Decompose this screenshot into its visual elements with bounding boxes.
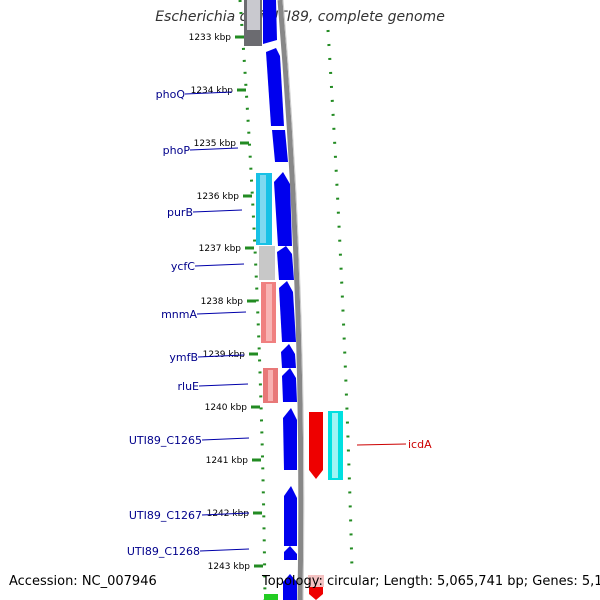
gene-block-icdA-cyan-light [332, 413, 338, 478]
gene-block-top-light [247, 0, 260, 30]
scale-tick-label: 1238 kbp [201, 297, 244, 307]
gene-label: mnmA [161, 308, 197, 321]
gene-label-leader [201, 437, 250, 441]
scale-tick-label: 1241 kbp [206, 456, 249, 466]
gene-forward [274, 172, 292, 246]
gene-label-leader [198, 383, 249, 387]
gene-forward [283, 574, 297, 600]
scale-tick-label: 1239 kbp [203, 350, 246, 360]
gene-label-leader [356, 443, 407, 446]
scale-tick-label: 1243 kbp [208, 562, 251, 572]
scale-ticks: 1233 kbp 1234 kbp 1235 kbp 1236 kbp 1237 kbp… [189, 33, 263, 572]
gene-block-green [264, 594, 278, 600]
gene-label-leader [201, 512, 250, 516]
gene-forward [284, 486, 297, 546]
gene-label: ycfC [171, 260, 195, 273]
gene-forward [272, 130, 288, 162]
gene-reverse-icdA [309, 412, 323, 479]
backbone-arc-inner [282, 0, 305, 600]
gene-label-leader [192, 209, 243, 213]
gene-forward [282, 368, 297, 402]
scale-tick-label: 1233 kbp [189, 33, 232, 43]
gene-label: phoP [163, 144, 191, 157]
topology-label: Topology: circular; Length: 5,065,741 bp… [262, 574, 600, 589]
gene-forward [277, 246, 294, 280]
gene-label: UTI89_C1265 [129, 434, 202, 447]
tick-track-right [326, 29, 354, 571]
gene-label-leader [196, 311, 247, 315]
map-title: Escherichia coli UTI89, complete genome [155, 9, 445, 25]
gene-forward [279, 281, 296, 342]
gene-label: UTI89_C1267 [129, 509, 202, 522]
tick-track-left [238, 0, 267, 600]
gene-block-pink-light [268, 370, 273, 401]
forward-genes [263, 0, 297, 600]
gene-block-grey [259, 246, 275, 280]
gene-label: purB [167, 206, 193, 219]
scale-tick-label: 1235 kbp [194, 139, 237, 149]
gene-label-leader [199, 548, 250, 552]
gene-forward [281, 344, 296, 368]
gene-block-cyan-light [260, 175, 266, 243]
gene-label-leader [184, 91, 233, 95]
gene-label: phoQ [156, 88, 186, 101]
gene-label-leader [197, 354, 245, 358]
scale-tick-label: 1240 kbp [205, 403, 248, 413]
gene-forward [284, 546, 297, 560]
accession-label: Accession: NC_007946 [9, 574, 157, 589]
gene-labels: phoQ phoP purB ycfC mnmA ymfB rluE UTI89_C1265 U… [127, 88, 432, 558]
gene-forward [283, 408, 297, 470]
gene-label-leader [189, 147, 239, 151]
gene-block-salmon-light [266, 284, 272, 341]
gene-label-leader [194, 263, 245, 267]
gene-label: rluE [177, 380, 199, 393]
backbone-arc-outer [277, 0, 304, 600]
scale-tick-label: 1234 kbp [191, 86, 234, 96]
gene-reverse [309, 585, 323, 600]
gene-forward [263, 0, 277, 44]
gene-forward [266, 48, 284, 126]
gene-label: UTI89_C1268 [127, 545, 200, 558]
gene-label: ymfB [169, 351, 198, 364]
scale-tick-label: 1237 kbp [199, 244, 242, 254]
gene-label: icdA [408, 438, 432, 451]
scale-tick-label: 1236 kbp [197, 192, 240, 202]
gene-block-pink-bottom [308, 575, 324, 587]
